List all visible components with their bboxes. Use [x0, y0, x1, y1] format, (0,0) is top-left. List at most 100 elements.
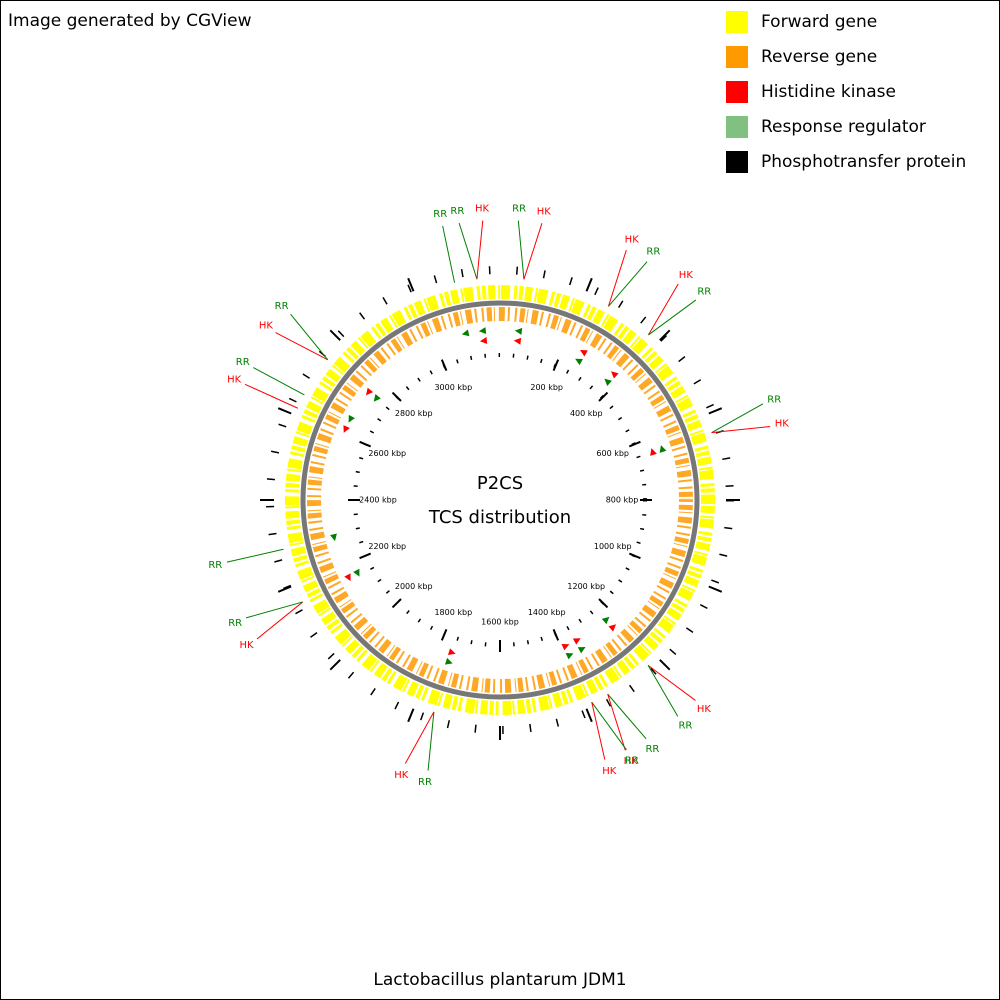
feature-marker [461, 329, 470, 337]
feature-line [517, 220, 525, 280]
outer-tick-mark [585, 708, 593, 723]
tick-mark [359, 552, 372, 560]
feature-line [591, 701, 627, 751]
feature-marker [373, 394, 381, 402]
feature-label: RR [450, 206, 464, 217]
feature-marker [447, 648, 456, 656]
legend-label: Reverse gene [761, 47, 877, 67]
feature-label: HK [475, 204, 490, 215]
outer-tick-mark [585, 277, 593, 292]
tick-mark [440, 628, 448, 641]
outer-tick-mark [708, 407, 723, 415]
feature-marker [611, 371, 619, 379]
tick-label: 2600 kbp [368, 449, 406, 458]
legend-swatch [726, 81, 748, 103]
feature-label: HK [259, 320, 274, 331]
feature-marker [365, 387, 374, 396]
tick-mark [440, 359, 448, 372]
tick-label: 2400 kbp [359, 496, 397, 505]
tick-label: 200 kbp [530, 383, 563, 392]
tick-label: 3000 kbp [434, 383, 472, 392]
tick-mark [628, 552, 641, 560]
center-title: P2CS [477, 473, 523, 494]
feature-label: HK [537, 206, 552, 217]
feature-marker [330, 533, 337, 542]
tick-mark [552, 628, 560, 641]
feature-marker [514, 327, 523, 335]
outer-tick-mark [659, 329, 671, 341]
feature-line [427, 711, 435, 771]
feature-line [442, 225, 456, 283]
feature-label: HK [697, 704, 712, 715]
feature-label: HK [394, 770, 409, 781]
legend-swatch [726, 46, 748, 68]
feature-label: RR [678, 721, 692, 732]
tick-label: 400 kbp [570, 409, 603, 418]
center-subtitle: TCS distribution [428, 507, 571, 528]
feature-label: RR [236, 357, 250, 368]
feature-marker [572, 638, 581, 645]
footer: Lactobacillus plantarum JDM1 [373, 970, 626, 990]
feature-marker [577, 646, 586, 654]
tick-mark [552, 359, 560, 372]
tick-label: 1800 kbp [434, 608, 472, 617]
feature-label: RR [275, 301, 289, 312]
tick-mark [391, 391, 402, 402]
feature-line [647, 664, 696, 701]
feature-marker [601, 616, 610, 625]
feature-marker [344, 573, 351, 582]
feature-line [245, 601, 303, 619]
forward-gene-track [285, 285, 715, 715]
feature-marker [348, 414, 355, 423]
outer-tick-mark [407, 708, 415, 723]
feature-label: RR [697, 286, 711, 297]
tick-label: 600 kbp [596, 449, 629, 458]
feature-label: RR [512, 204, 526, 215]
feature-line [458, 222, 478, 280]
tick-mark [598, 391, 609, 402]
header: Image generated by CGView [8, 11, 252, 31]
feature-line [404, 711, 435, 764]
feature-line [648, 283, 679, 336]
feature-label: HK [625, 234, 640, 245]
feature-marker [353, 568, 360, 577]
feature-line [253, 367, 305, 396]
feature-line [290, 313, 329, 361]
feature-label: RR [646, 247, 660, 258]
legend-swatch [726, 11, 748, 33]
feature-line [476, 220, 484, 280]
feature-line [711, 403, 764, 434]
tick-label: 1400 kbp [528, 608, 566, 617]
outer-tick-mark [407, 277, 415, 292]
tick-mark [598, 598, 609, 609]
feature-marker [478, 327, 487, 335]
feature-marker [580, 349, 588, 357]
feature-label: RR [433, 209, 447, 220]
feature-label: HK [227, 374, 242, 385]
outer-tick-mark [659, 659, 671, 671]
tick-label: 1000 kbp [594, 542, 632, 551]
feature-line [648, 299, 697, 336]
feature-label: RR [228, 618, 242, 629]
feature-label: HK [679, 270, 694, 281]
outer-tick-mark [329, 329, 341, 341]
feature-line [256, 601, 304, 640]
feature-marker [575, 358, 583, 366]
legend-label: Forward gene [761, 12, 877, 32]
feature-marker [343, 425, 350, 433]
legend-label: Response regulator [761, 117, 926, 137]
feature-line [275, 332, 329, 361]
tick-label: 2800 kbp [395, 409, 433, 418]
tick-label: 2200 kbp [368, 542, 406, 551]
feature-label: HK [240, 640, 255, 651]
feature-line [647, 665, 679, 717]
tick-label: 1600 kbp [481, 618, 519, 627]
feature-line [608, 261, 648, 307]
feature-label: RR [625, 756, 639, 767]
tick-mark [391, 598, 402, 609]
feature-label: RR [418, 777, 432, 788]
tick-label: 800 kbp [606, 496, 639, 505]
feature-line [591, 702, 606, 760]
